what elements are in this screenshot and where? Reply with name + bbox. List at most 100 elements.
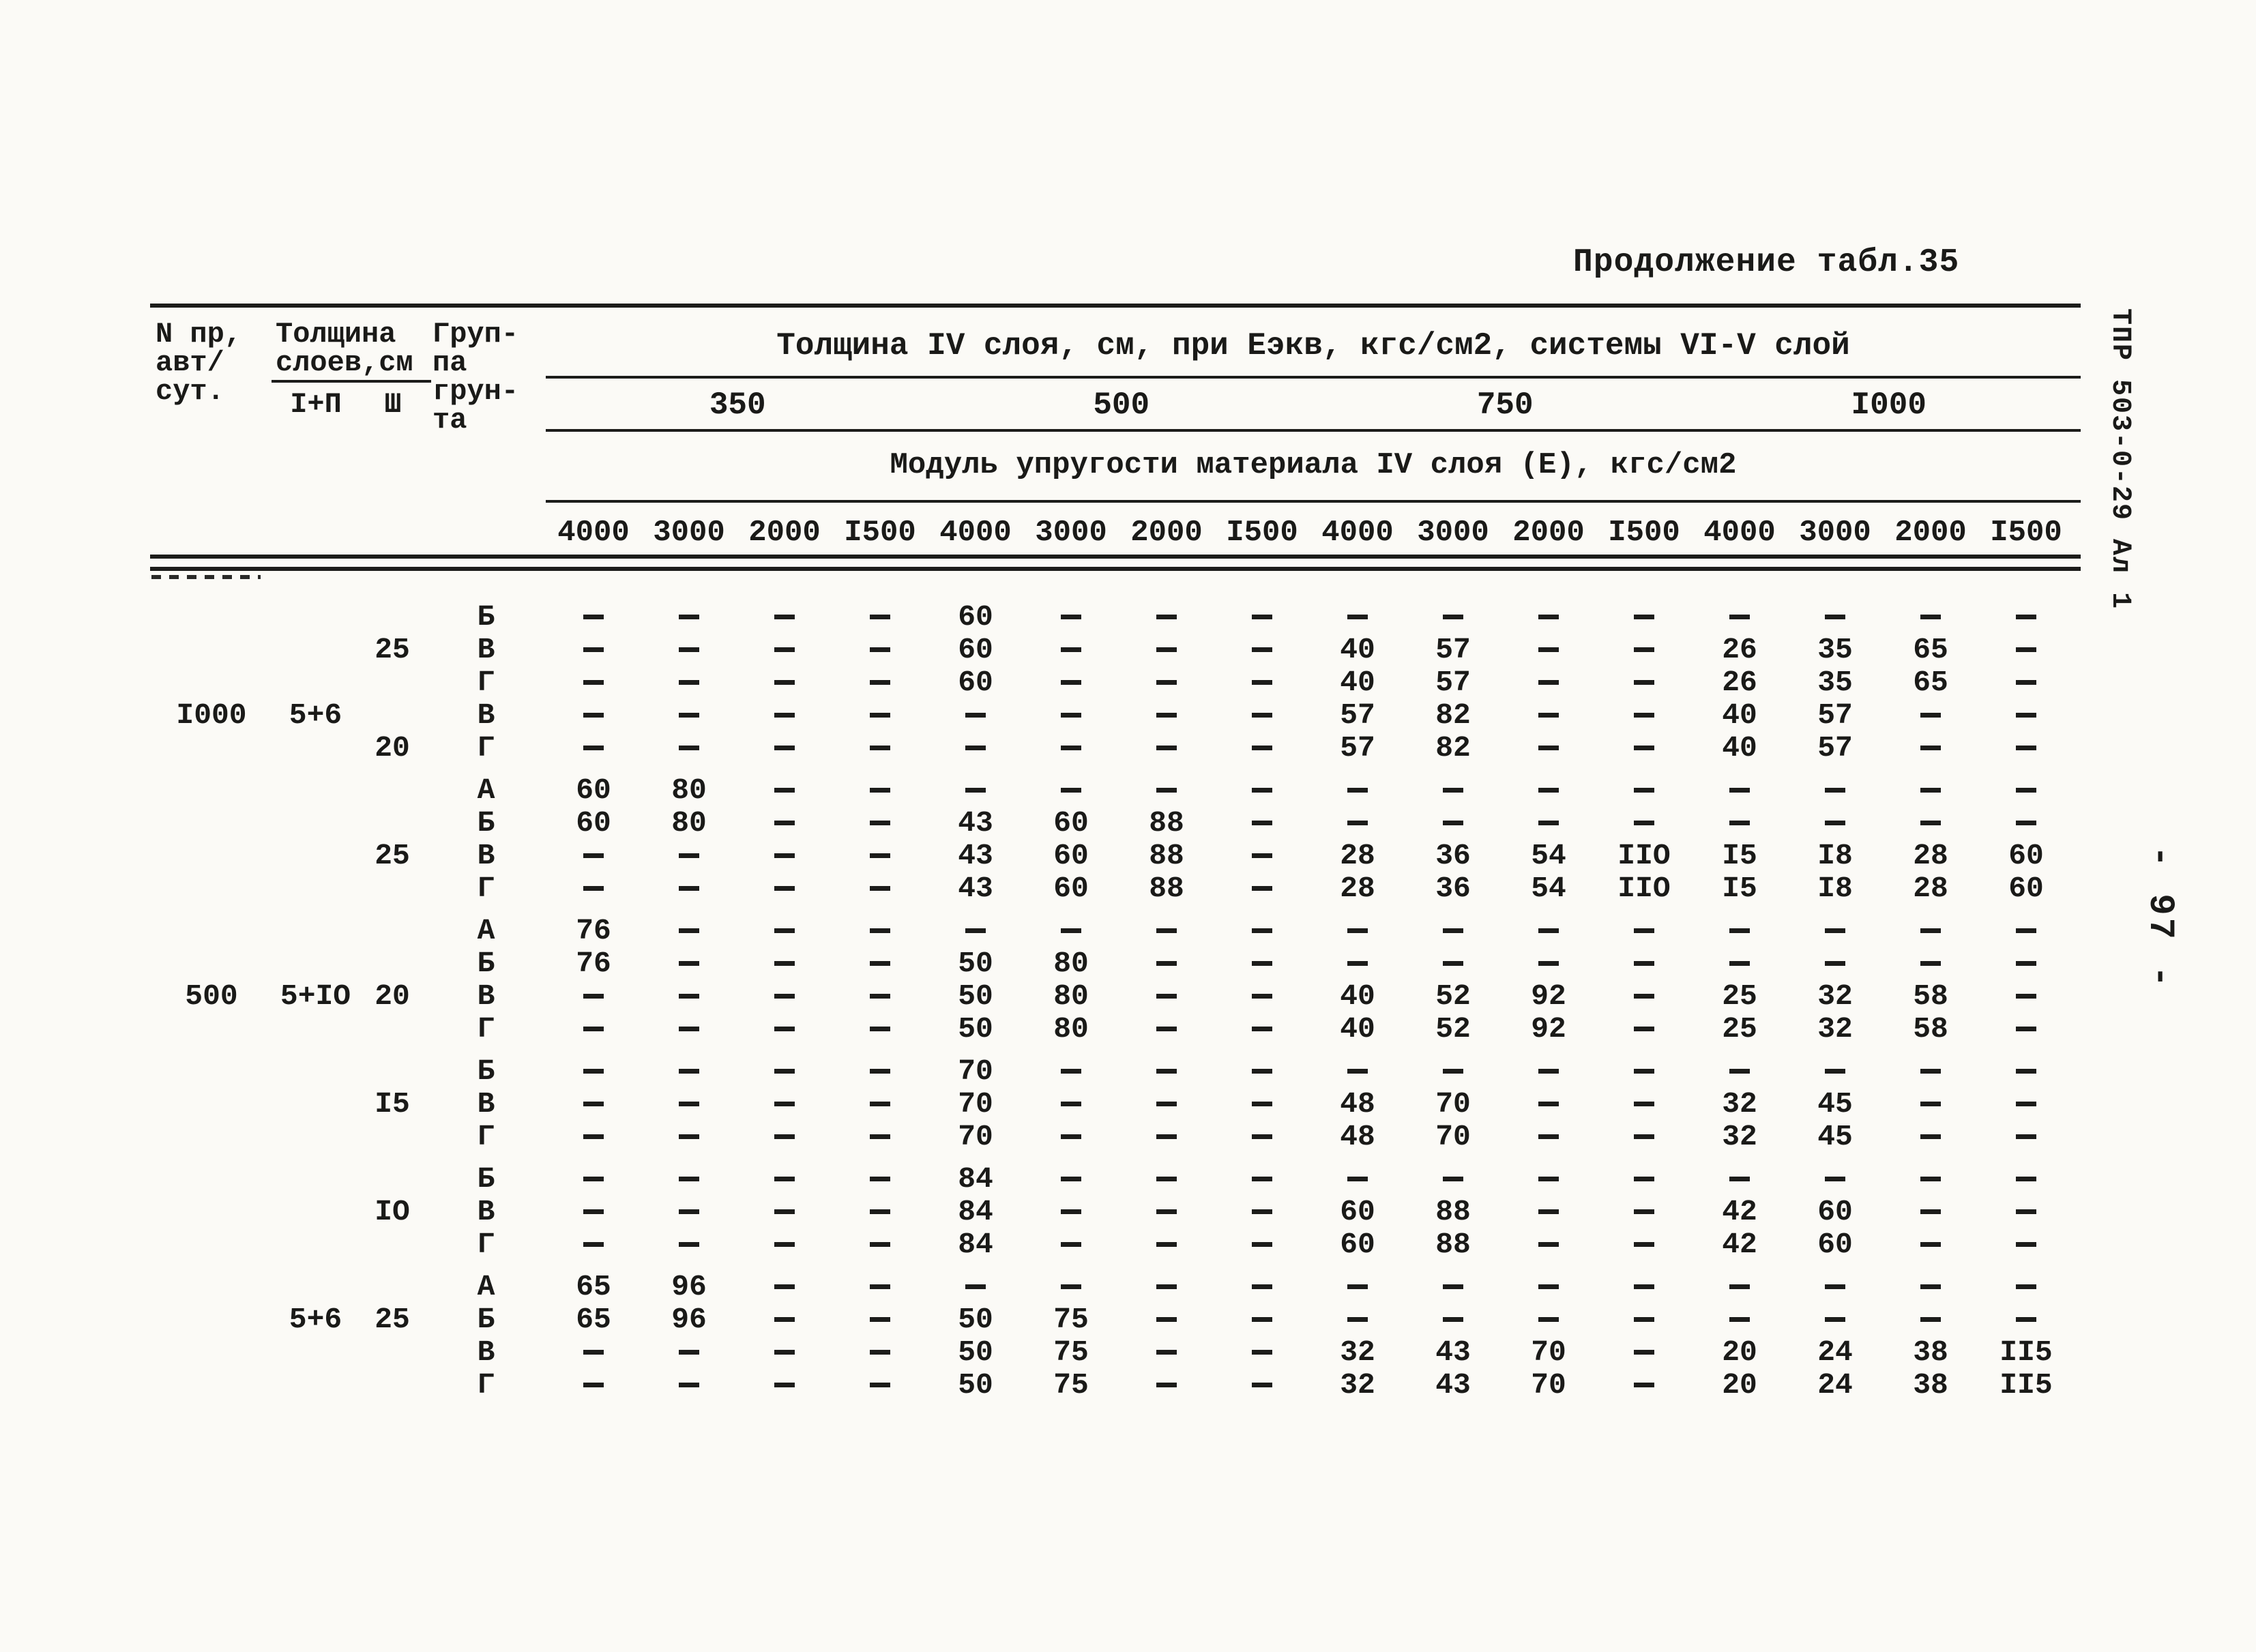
- eekv-value: 750: [1476, 387, 1534, 423]
- dash-no-value: [1347, 1284, 1368, 1289]
- value-cell: [1023, 1228, 1119, 1261]
- dash-no-value: [1443, 928, 1463, 933]
- value-cell: [1596, 914, 1692, 947]
- value-cell: 76: [576, 947, 611, 980]
- value-cell: [1596, 773, 1692, 807]
- dash-no-value: [774, 1242, 795, 1247]
- value-cell: [641, 914, 737, 947]
- layer-3-cell: [358, 1270, 426, 1303]
- value-cell: [737, 698, 832, 732]
- value-cell: [1119, 773, 1214, 807]
- dash-no-value: [1156, 1177, 1177, 1181]
- value-cell: [1501, 600, 1596, 634]
- value-cell: [1596, 979, 1692, 1013]
- table-row: 20 Г 57 82 40 57: [150, 731, 2081, 765]
- dash-no-value: [1825, 615, 1845, 619]
- header-traffic-line: N пр,: [156, 318, 242, 351]
- table-row: Г 50 80 40 52 92 25 32 58: [150, 1012, 2081, 1046]
- layers-1-2-cell: 5+6: [289, 1303, 342, 1336]
- dash-no-value: [1252, 1242, 1272, 1247]
- value-cell: 57: [1435, 633, 1471, 666]
- value-cell: 60: [958, 633, 993, 666]
- dash-no-value: [583, 746, 604, 750]
- value-cell: [1023, 914, 1119, 947]
- dash-no-value: [1729, 961, 1750, 966]
- value-cell: 40: [1722, 731, 1757, 765]
- dash-no-value: [583, 713, 604, 718]
- dash-no-value: [679, 647, 699, 652]
- header-layer-thickness-column: Толщина слоев,см: [276, 320, 413, 377]
- value-cell: II5: [1999, 1368, 2053, 1402]
- value-cell: [737, 773, 832, 807]
- dash-no-value: [2016, 928, 2036, 933]
- value-cell: [1692, 1270, 1787, 1303]
- dash-no-value: [1252, 1317, 1272, 1322]
- value-cell: [641, 1228, 737, 1261]
- value-cell: [1978, 1270, 2074, 1303]
- table-row: Г 43 60 88 28 36 54 IIO I5 I8 28 60: [150, 872, 2081, 905]
- value-cell: 76: [576, 914, 611, 947]
- value-cell: [1405, 1270, 1501, 1303]
- value-cell: [1214, 633, 1310, 666]
- traffic-cell: [150, 731, 273, 765]
- value-cell: [737, 1120, 832, 1153]
- dash-no-value: [774, 1284, 795, 1289]
- dash-no-value: [1538, 1317, 1559, 1322]
- value-cell: 75: [1053, 1336, 1089, 1369]
- dash-no-value: [870, 1134, 890, 1139]
- layer-3-cell: 25: [375, 839, 410, 872]
- traffic-cell: [150, 914, 273, 947]
- table-row: 25 В 43 60 88 28 36 54 IIO I5 I8 28 60: [150, 839, 2081, 872]
- value-cell: [1596, 698, 1692, 732]
- rule-under-span-title: [546, 376, 2081, 379]
- dash-no-value: [1061, 1134, 1081, 1139]
- dash-no-value: [1156, 1350, 1177, 1355]
- soil-group-cell: В: [477, 839, 495, 872]
- value-cell: [1978, 1303, 2074, 1336]
- dash-no-value: [1634, 1242, 1654, 1247]
- value-cell: 96: [671, 1303, 707, 1336]
- value-cell: [832, 600, 928, 634]
- table-row: IO В 84 60 88 42 60: [150, 1195, 2081, 1228]
- value-cell: [1501, 1120, 1596, 1153]
- value-cell: [1978, 1228, 2074, 1261]
- value-cell: [1023, 633, 1119, 666]
- value-cell: 32: [1722, 1120, 1757, 1153]
- value-cell: 60: [576, 773, 611, 807]
- value-cell: [1883, 914, 1978, 947]
- value-cell: [1978, 806, 2074, 840]
- dash-no-value: [583, 1242, 604, 1247]
- value-cell: [1119, 1228, 1214, 1261]
- layers-1-2-cell: 5+6: [289, 698, 342, 732]
- soil-group-cell: В: [477, 979, 495, 1013]
- dash-no-value: [679, 1027, 699, 1031]
- value-cell: [737, 1195, 832, 1228]
- dash-no-value: [1538, 615, 1559, 619]
- value-cell: [546, 839, 641, 872]
- soil-group-cell: В: [477, 1195, 495, 1228]
- value-cell: 54: [1531, 872, 1566, 905]
- dash-no-value: [1156, 1209, 1177, 1214]
- value-cell: [737, 979, 832, 1013]
- layer-3-cell: [358, 1336, 426, 1369]
- layer-3-cell: [358, 1120, 426, 1153]
- value-cell: [832, 1012, 928, 1046]
- value-cell: 52: [1435, 979, 1471, 1013]
- dash-no-value: [2016, 1102, 2036, 1106]
- dash-no-value: [1252, 680, 1272, 685]
- value-cell: [1787, 1270, 1883, 1303]
- dash-no-value: [2016, 615, 2036, 619]
- value-cell: 84: [958, 1228, 993, 1261]
- value-cell: [737, 666, 832, 699]
- value-cell: [1883, 698, 1978, 732]
- value-cell: [1501, 1270, 1596, 1303]
- layers-1-2-cell: [273, 1270, 358, 1303]
- value-cell: [737, 731, 832, 765]
- dash-no-value: [1156, 1383, 1177, 1387]
- value-cell: [1692, 773, 1787, 807]
- dash-no-value: [1634, 1177, 1654, 1181]
- dash-no-value: [1347, 615, 1368, 619]
- dash-no-value: [870, 821, 890, 825]
- value-cell: 82: [1435, 698, 1471, 732]
- dash-no-value: [2016, 713, 2036, 718]
